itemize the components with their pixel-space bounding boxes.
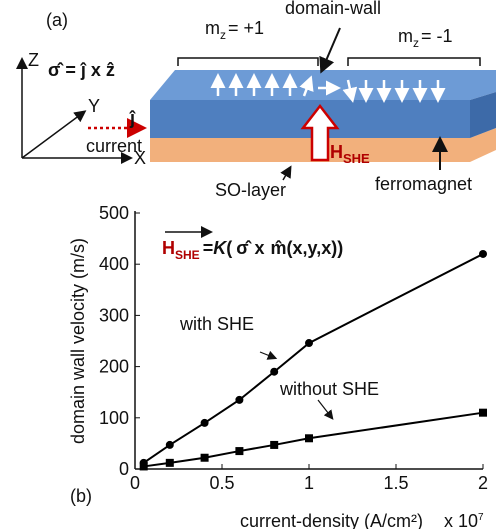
x-multiplier: x 107: [444, 511, 484, 529]
marker: [270, 368, 278, 376]
marker: [235, 447, 243, 455]
axis-y: Y: [88, 96, 100, 116]
so-layer-label: SO-layer: [215, 180, 286, 200]
y-tick-label: 100: [99, 408, 129, 428]
y-tick-label: 400: [99, 254, 129, 274]
marker: [270, 441, 278, 449]
series-line: [144, 413, 483, 467]
fm-top: [150, 70, 496, 100]
x-tick-label: 0: [130, 473, 140, 493]
marker: [201, 419, 209, 427]
j-hat: ĵ: [129, 108, 136, 128]
y-tick-label: 500: [99, 203, 129, 223]
marker: [166, 459, 174, 467]
sigma-definition: σ̂ = ĵ x ẑ: [48, 60, 115, 80]
marker: [305, 434, 313, 442]
x-tick-label: 1.5: [383, 473, 408, 493]
y-tick-label: 0: [119, 459, 129, 479]
marker: [140, 462, 148, 470]
series-label: with SHE: [179, 314, 254, 334]
mz-right: mz= -1: [398, 26, 453, 50]
series-label: without SHE: [279, 379, 379, 399]
marker: [479, 409, 487, 417]
domain-wall-label: domain-wall: [285, 0, 381, 18]
x-tick-label: 1: [304, 473, 314, 493]
marker: [201, 454, 209, 462]
mz-left: mz= +1: [205, 18, 264, 42]
panel-label: (a): [46, 10, 68, 30]
x-tick-label: 2: [478, 473, 488, 493]
figure: (a) mz= +1 domain-wall mz= -1 Z Y X σ̂ =…: [0, 0, 496, 529]
ferromagnet-label: ferromagnet: [375, 174, 472, 194]
y-tick-label: 200: [99, 357, 129, 377]
y-axis-label: domain wall velocity (m/s): [68, 238, 88, 444]
x-tick-label: 0.5: [209, 473, 234, 493]
marker: [235, 396, 243, 404]
panel-label: (b): [70, 486, 92, 506]
device-diagram: (a) mz= +1 domain-wall mz= -1 Z Y X σ̂ =…: [22, 0, 496, 200]
marker: [166, 441, 174, 449]
axis-z: Z: [28, 50, 39, 70]
marker: [305, 339, 313, 347]
x-axis-label: current-density (A/cm²): [240, 511, 423, 529]
current-label: current: [86, 136, 142, 156]
y-tick-label: 300: [99, 305, 129, 325]
series-line: [144, 254, 483, 463]
marker: [479, 250, 487, 258]
